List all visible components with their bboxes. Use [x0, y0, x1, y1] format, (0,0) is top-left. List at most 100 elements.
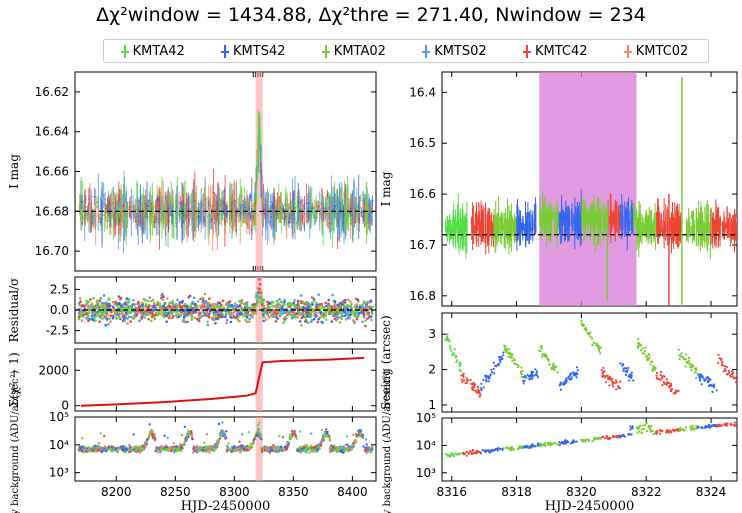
data-point [221, 207, 224, 210]
data-point [300, 447, 303, 451]
data-point [105, 207, 108, 210]
data-point [130, 449, 134, 452]
data-point [115, 317, 118, 320]
data-point [214, 313, 217, 316]
data-point [188, 310, 191, 314]
data-point [340, 450, 343, 454]
data-point [345, 209, 348, 212]
data-point [284, 194, 287, 197]
data-point [353, 442, 356, 445]
data-point [355, 311, 358, 315]
data-point [151, 432, 154, 436]
data-point [337, 304, 341, 307]
y-axis-label: Residual/σ [7, 278, 21, 343]
panel-residual: 2.5 0.0 -2.5 Residual/σ [7, 276, 377, 344]
data-point [210, 218, 213, 221]
data-point [314, 211, 317, 214]
data-point [325, 304, 328, 308]
data-point [203, 195, 206, 198]
data-point [110, 203, 113, 206]
data-point [282, 448, 285, 451]
data-point [238, 208, 241, 211]
data-point [162, 195, 165, 198]
data-point [352, 313, 356, 317]
data-point [132, 433, 135, 436]
data-point [287, 212, 290, 215]
data-point [175, 445, 178, 448]
data-point [186, 433, 189, 437]
data-point [152, 309, 155, 312]
data-point [96, 445, 99, 448]
data-point [262, 315, 266, 319]
data-point [336, 213, 339, 216]
data-point [352, 433, 355, 436]
data-point [296, 205, 299, 208]
data-point [153, 213, 156, 216]
data-point [92, 312, 95, 315]
data-point [340, 314, 344, 318]
data-point [162, 315, 166, 319]
data-point [335, 450, 339, 454]
data-point [262, 209, 265, 212]
data-point [178, 443, 182, 446]
data-point [121, 303, 124, 307]
data-point [113, 310, 117, 314]
data-point [123, 208, 126, 211]
data-point [105, 313, 109, 317]
data-point [355, 435, 358, 438]
data-point [171, 302, 175, 306]
data-point [146, 299, 150, 303]
data-point [282, 321, 285, 325]
data-point [137, 307, 141, 310]
data-point [353, 439, 356, 443]
data-point [130, 310, 133, 313]
data-point [253, 311, 257, 315]
data-point [102, 194, 105, 197]
data-point [144, 202, 147, 205]
data-point [240, 448, 243, 452]
data-point [165, 214, 168, 217]
data-point [119, 445, 122, 448]
data-point [104, 216, 107, 219]
data-point [98, 447, 102, 451]
data-point [217, 422, 221, 426]
data-point [247, 308, 251, 312]
data-point [127, 449, 130, 452]
data-point [199, 445, 202, 449]
data-point [342, 222, 345, 225]
data-point [201, 303, 204, 307]
data-point [232, 215, 235, 218]
data-point [327, 306, 330, 310]
data-point [121, 448, 124, 451]
x-tick-label: 8200 [101, 485, 132, 499]
data-point [320, 213, 323, 216]
data-point [238, 319, 241, 323]
data-point [161, 298, 165, 302]
data-point [280, 300, 283, 304]
data-point [271, 313, 275, 317]
data-point [111, 305, 115, 309]
data-point [217, 211, 220, 214]
data-point [300, 301, 303, 305]
data-point [370, 318, 373, 322]
data-point [303, 448, 307, 452]
data-point [246, 311, 249, 314]
data-point [197, 319, 200, 322]
data-point [345, 435, 349, 438]
data-point [142, 204, 145, 207]
data-point [204, 306, 207, 309]
panel-sky-background-full: 10⁵ 10⁴ 10³ 8200 8250 8300 8350 8400 Sky backgro… [10, 370, 377, 513]
data-point [224, 309, 228, 312]
data-point [80, 319, 84, 323]
data-point [208, 220, 211, 223]
data-point [123, 302, 126, 305]
data-point [300, 445, 304, 448]
data-point [255, 294, 258, 298]
data-point [315, 314, 319, 318]
data-point [277, 204, 280, 207]
data-point [218, 433, 221, 436]
data-point [79, 300, 82, 304]
data-point [211, 305, 214, 309]
y-axis-label: Σ(χ² − 1) [7, 352, 21, 407]
data-point [229, 315, 232, 319]
